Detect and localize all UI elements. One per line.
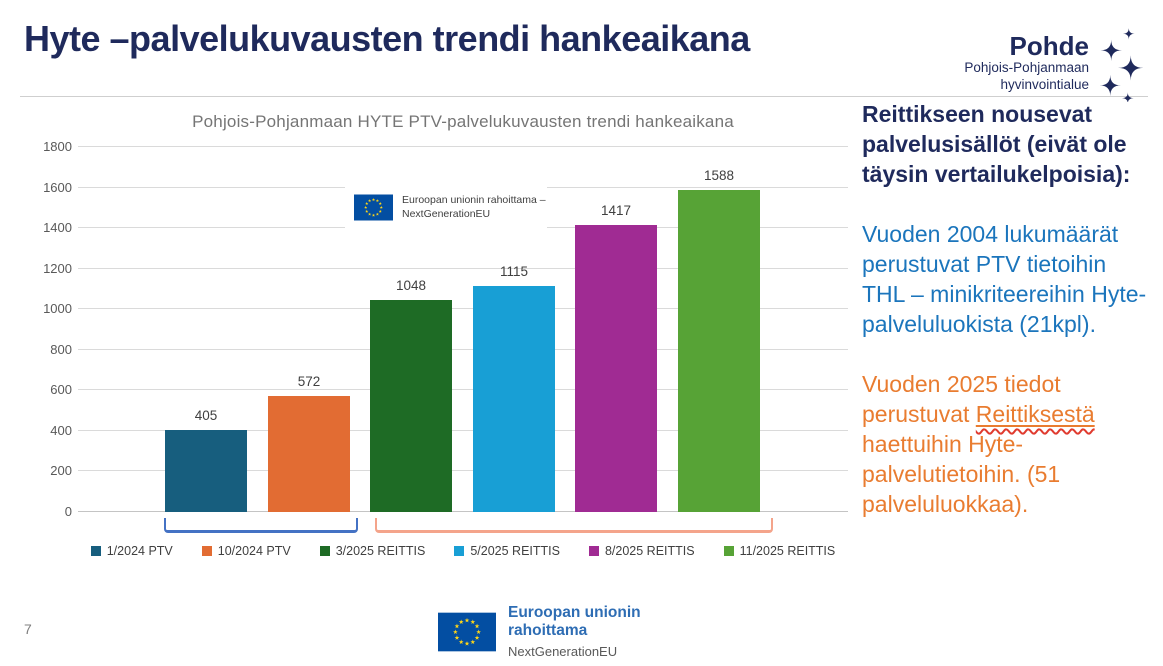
y-axis-tick-label: 1400 xyxy=(43,220,72,236)
bar xyxy=(575,224,657,512)
plot-area: Euroopan unionin rahoittama – NextGenera… xyxy=(78,146,848,512)
bracket-ptv-group xyxy=(164,518,358,533)
y-axis-tick-label: 0 xyxy=(64,504,72,519)
eu-badge-footer-line3: NextGenerationEU xyxy=(508,643,618,659)
gridline xyxy=(78,389,848,391)
y-axis-tick-label: 1600 xyxy=(43,179,72,195)
y-axis-tick-label: 200 xyxy=(50,463,72,479)
y-axis-tick-label: 1800 xyxy=(43,139,72,154)
bar xyxy=(268,396,350,512)
legend-swatch xyxy=(723,546,734,556)
gridline xyxy=(78,348,848,350)
bar-value-label: 1048 xyxy=(395,277,427,293)
y-axis-tick-label: 800 xyxy=(50,341,72,357)
orange-paragraph-underlined-word: Reittiksestä xyxy=(975,401,1095,427)
pohde-logo-subtitle-2: hyvinvointialue xyxy=(1000,76,1089,92)
bar xyxy=(678,190,760,512)
legend-item: 1/2024 PTV xyxy=(90,544,173,558)
chart-legend: 1/2024 PTV 10/2024 PTV 3/2025 REITTIS 5/202… xyxy=(78,544,848,558)
y-axis-tick-label: 400 xyxy=(50,422,72,438)
bracket-reittis-group xyxy=(375,518,773,533)
legend-label: 3/2025 REITTIS xyxy=(335,544,426,558)
title-divider xyxy=(20,96,1148,97)
annotation-orange-paragraph: Vuoden 2025 tiedot perustuvat Reittikses… xyxy=(862,369,1152,519)
legend-swatch xyxy=(90,546,101,556)
eu-badge-chart-line1: Euroopan unionin rahoittama – xyxy=(402,193,546,206)
bar xyxy=(473,285,555,512)
y-axis-tick-label: 600 xyxy=(50,382,72,398)
bar-value-label: 1417 xyxy=(600,202,632,218)
gridline xyxy=(78,511,848,512)
annotation-heading: Reittikseen nousevat palvelusisällöt (ei… xyxy=(862,101,1131,187)
page-title: Hyte –palvelukuvausten trendi hankeaikan… xyxy=(24,18,750,59)
bar-value-label: 572 xyxy=(297,374,321,390)
legend-item: 8/2025 REITTIS xyxy=(588,544,695,558)
legend-item: 10/2024 PTV xyxy=(201,544,291,558)
orange-paragraph-end: haettuihin Hyte-palvelutietoihin. (51 pa… xyxy=(862,431,1061,517)
annotation-blue-paragraph: Vuoden 2004 lukumäärät perustuvat PTV ti… xyxy=(862,221,1147,337)
gridline xyxy=(78,146,848,147)
bar-value-label: 1588 xyxy=(703,168,735,183)
legend-label: 11/2025 REITTIS xyxy=(739,544,836,558)
legend-swatch xyxy=(454,546,465,556)
eu-flag-icon xyxy=(438,612,496,651)
annotation-panel: Reittikseen nousevat palvelusisällöt (ei… xyxy=(862,99,1152,519)
legend-swatch xyxy=(201,546,212,556)
orange-paragraph-start: Vuoden 2025 tiedot perustuvat xyxy=(862,371,1061,427)
legend-label: 8/2025 REITTIS xyxy=(604,544,695,558)
legend-swatch xyxy=(588,546,599,556)
bar-value-label: 1115 xyxy=(499,263,529,279)
eu-flag-icon xyxy=(354,194,393,220)
chart-title: Pohjois-Pohjanmaan HYTE PTV-palvelukuvau… xyxy=(192,112,734,131)
legend-item: 3/2025 REITTIS xyxy=(319,544,426,558)
bar-chart: Pohjois-Pohjanmaan HYTE PTV-palvelukuvau… xyxy=(0,100,855,575)
eu-badge-chart-line2: NextGenerationEU xyxy=(402,208,491,220)
legend-item: 5/2025 REITTIS xyxy=(454,544,560,558)
pohde-logo: Pohde Pohjois-Pohjanmaan hyvinvointialue xyxy=(964,24,1145,102)
pohde-logo-subtitle-1: Pohjois-Pohjanmaan xyxy=(964,60,1089,76)
eu-funding-badge-footer: Euroopan unionin rahoittama NextGenerati… xyxy=(430,597,670,666)
legend-label: 5/2025 REITTIS xyxy=(470,544,560,558)
gridline xyxy=(78,267,848,269)
legend-swatch xyxy=(319,546,330,556)
bar-value-label: 405 xyxy=(194,407,218,423)
legend-label: 1/2024 PTV xyxy=(106,544,173,558)
gridline xyxy=(78,308,848,310)
eu-badge-footer-line1: Euroopan unionin xyxy=(508,603,641,621)
bar xyxy=(370,299,452,512)
eu-funding-badge-chart: Euroopan unionin rahoittama – NextGenera… xyxy=(345,180,547,234)
pohde-logo-name: Pohde xyxy=(1009,31,1089,62)
pohde-stars-icon xyxy=(1099,27,1144,102)
bar xyxy=(165,429,247,512)
gridline xyxy=(78,429,848,431)
y-axis-tick-label: 1000 xyxy=(43,301,72,317)
page-number: 7 xyxy=(24,621,32,637)
gridline xyxy=(78,470,848,472)
y-axis-tick-label: 1200 xyxy=(43,260,72,276)
eu-badge-footer-line2: rahoittama xyxy=(508,622,588,640)
legend-label: 10/2024 PTV xyxy=(217,544,291,558)
legend-item: 11/2025 REITTIS xyxy=(723,544,836,558)
